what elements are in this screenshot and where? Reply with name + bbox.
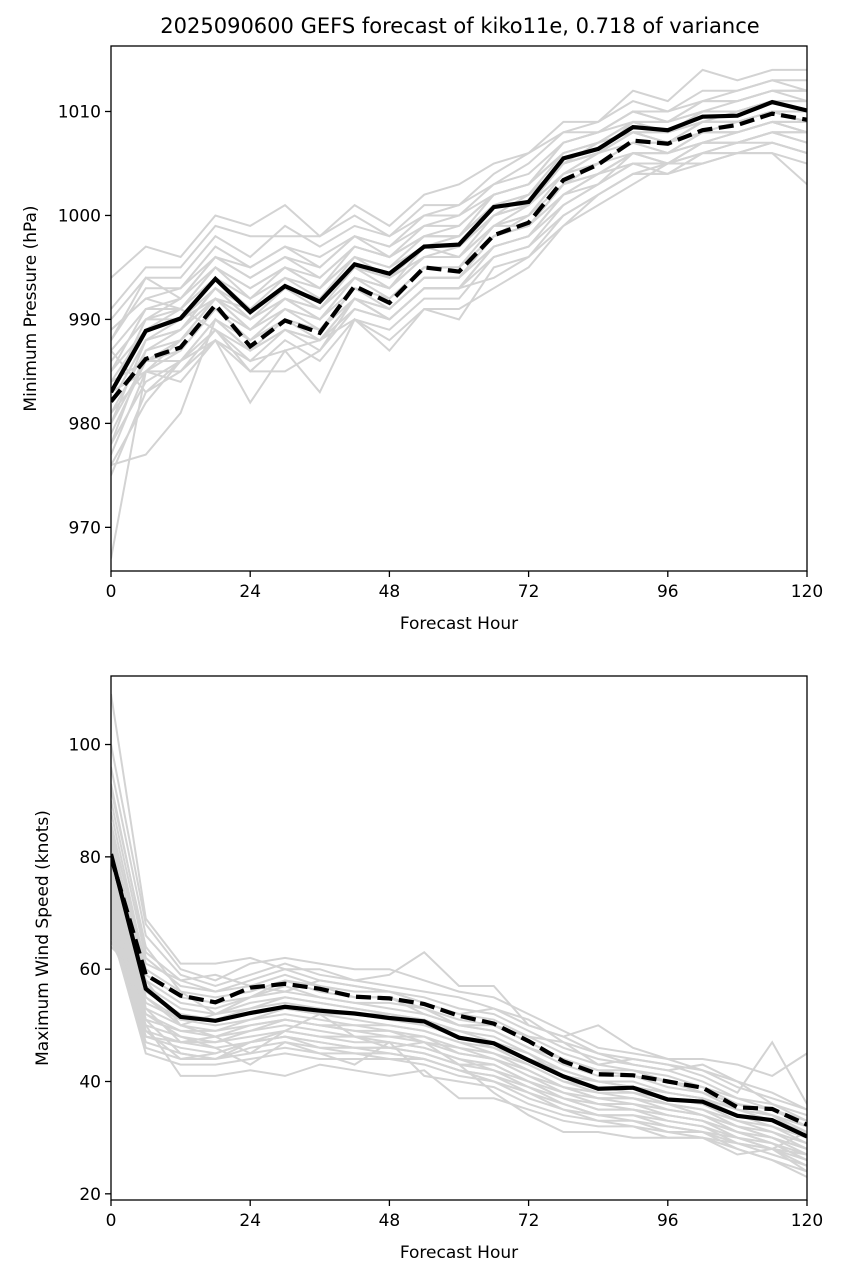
ensemble-member-line <box>111 110 807 414</box>
wind-ensemble-members <box>111 693 807 1178</box>
wind-summary-lines <box>111 853 807 1139</box>
ensemble-member-line <box>111 828 807 1122</box>
ensemble-member-line <box>111 884 807 1150</box>
wind-x-axis-label: Forecast Hour <box>400 1243 518 1263</box>
x-tick-label: 120 <box>791 582 823 602</box>
pressure-x-ticks: 0 24 48 72 96 120 <box>106 571 823 602</box>
x-tick-label: 48 <box>379 582 401 602</box>
pressure-axes-frame <box>110 45 808 572</box>
ensemble-member-line <box>111 945 807 1156</box>
ensemble-member-line <box>111 744 807 1111</box>
ensemble-member-line <box>111 120 807 445</box>
y-tick-label: 1010 <box>58 102 101 122</box>
pressure-y-ticks: 970 980 990 1000 1010 <box>58 102 111 538</box>
y-tick-label: 40 <box>79 1072 101 1092</box>
figure-title: 2025090600 GEFS forecast of kiko11e, 0.7… <box>160 14 759 38</box>
x-tick-label: 0 <box>106 582 117 602</box>
ensemble-member-line <box>111 693 807 1077</box>
dashed-series-line <box>111 111 807 403</box>
ensemble-member-line <box>111 800 807 1122</box>
ensemble-member-line <box>111 141 807 394</box>
ensemble-member-line <box>111 152 807 373</box>
x-tick-label: 48 <box>379 1211 401 1231</box>
ensemble-member-line <box>111 907 807 1162</box>
x-tick-label: 72 <box>518 582 540 602</box>
y-tick-label: 100 <box>69 736 101 756</box>
ensemble-member-line <box>111 152 807 405</box>
ensemble-member-line <box>111 766 807 1105</box>
y-tick-label: 80 <box>79 848 101 868</box>
ensemble-member-line <box>111 845 807 1133</box>
ensemble-member-line <box>111 895 807 1156</box>
ensemble-member-line <box>111 839 807 1139</box>
ensemble-member-line <box>111 862 807 1150</box>
ensemble-member-line <box>111 141 807 394</box>
dashed-series-line <box>111 856 807 1127</box>
wind-panel: 0 24 48 72 96 120 20 40 60 80 100 Forecast Hour M… <box>33 675 823 1263</box>
pressure-y-axis-label: Minimum Pressure (hPa) <box>21 205 41 411</box>
wind-x-ticks: 0 24 48 72 96 120 <box>106 1200 823 1231</box>
x-tick-label: 72 <box>518 1211 540 1231</box>
ensemble-member-line <box>111 131 807 466</box>
ensemble-member-line <box>111 879 807 1162</box>
pressure-summary-lines <box>111 99 807 403</box>
x-tick-label: 120 <box>791 1211 823 1231</box>
wind-axes-frame <box>110 675 808 1201</box>
wind-y-ticks: 20 40 60 80 100 <box>69 736 111 1205</box>
y-tick-label: 990 <box>69 310 101 330</box>
mean-series-line <box>111 853 807 1139</box>
wind-y-axis-label: Maximum Wind Speed (knots) <box>33 810 53 1066</box>
ensemble-member-line <box>111 89 807 341</box>
ensemble-member-line <box>111 783 807 1117</box>
ensemble-member-line <box>111 901 807 1156</box>
ensemble-member-line <box>111 120 807 445</box>
y-tick-label: 970 <box>69 518 101 538</box>
pressure-x-axis-label: Forecast Hour <box>400 614 518 634</box>
ensemble-member-line <box>111 131 807 455</box>
pressure-ensemble-members <box>111 68 807 559</box>
ensemble-member-line <box>111 79 807 321</box>
ensemble-member-line <box>111 912 807 1173</box>
x-tick-label: 96 <box>657 582 679 602</box>
ensemble-member-line <box>111 110 807 414</box>
ensemble-member-line <box>111 89 807 331</box>
y-tick-label: 60 <box>79 960 101 980</box>
x-tick-label: 24 <box>239 582 261 602</box>
mean-series-line <box>111 99 807 394</box>
pressure-panel: 0 24 48 72 96 120 970 980 990 1000 1010 Forecast … <box>21 45 823 634</box>
x-tick-label: 0 <box>106 1211 117 1231</box>
y-tick-label: 20 <box>79 1185 101 1205</box>
y-tick-label: 1000 <box>58 206 101 226</box>
y-tick-label: 980 <box>69 414 101 434</box>
x-tick-label: 24 <box>239 1211 261 1231</box>
x-tick-label: 96 <box>657 1211 679 1231</box>
ensemble-member-line <box>111 789 807 1111</box>
ensemble-member-line <box>111 811 807 1128</box>
ensemble-member-line <box>111 929 807 1173</box>
ensemble-member-line <box>111 923 807 1167</box>
ensemble-member-line <box>111 68 807 279</box>
